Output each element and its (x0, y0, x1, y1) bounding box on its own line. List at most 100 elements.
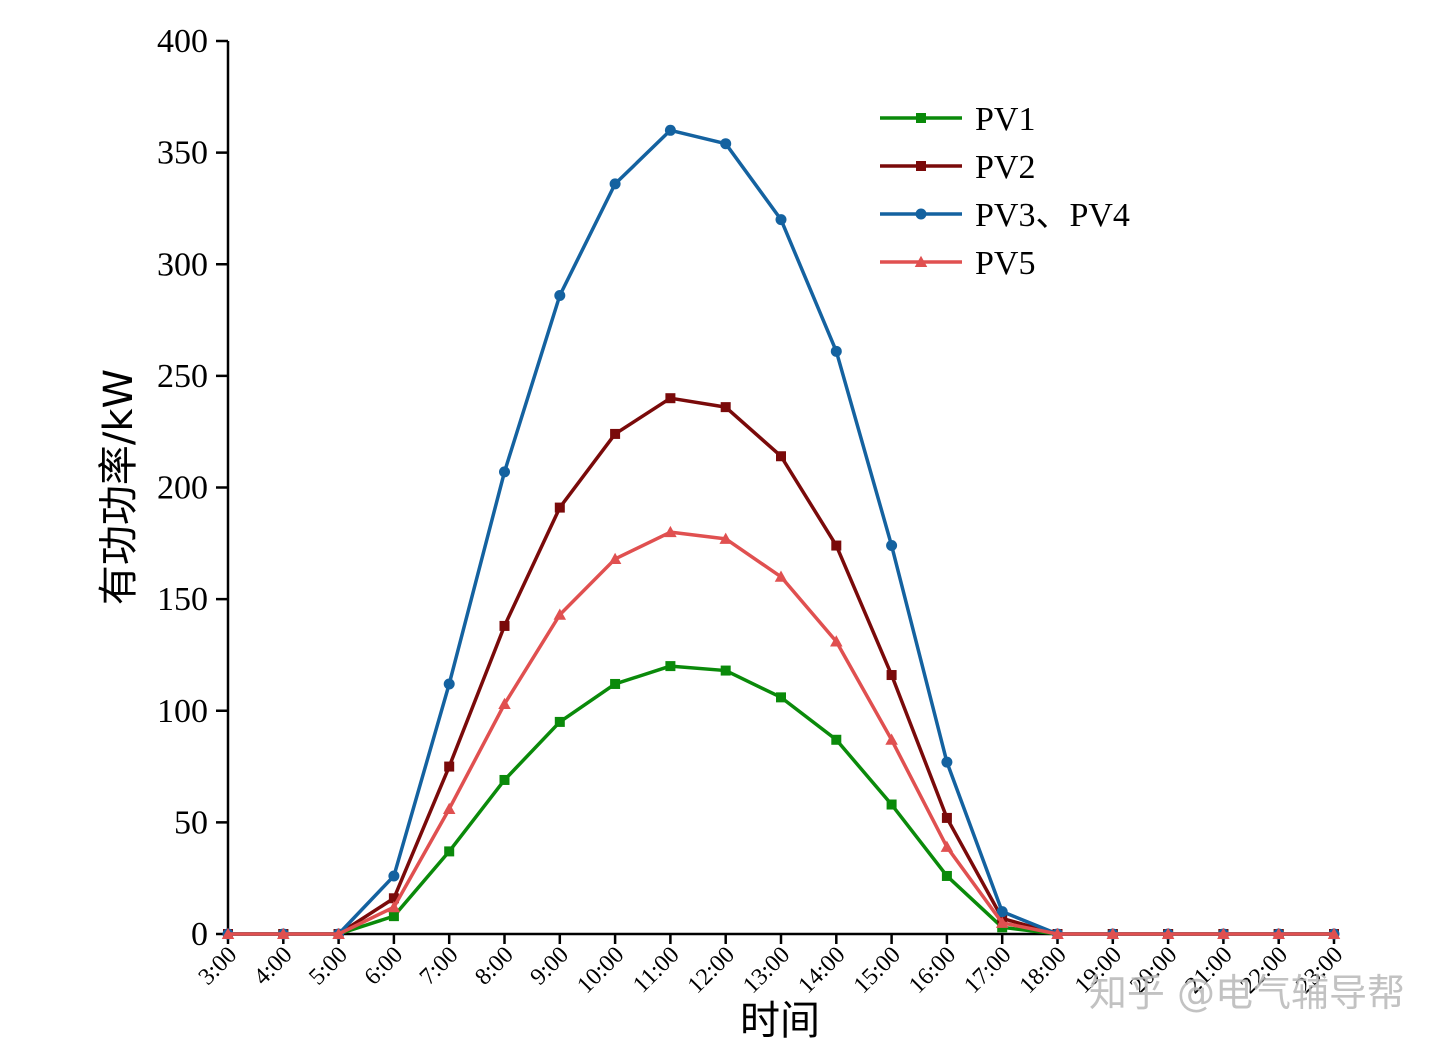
x-tick-label: 13:00 (738, 942, 795, 999)
data-point (720, 402, 731, 413)
legend-label: PV1 (975, 101, 1035, 138)
data-point (719, 532, 732, 544)
y-tick-label: 350 (157, 135, 208, 172)
data-point (554, 716, 565, 727)
data-point (914, 255, 928, 267)
x-tick-label: 9:00 (525, 942, 574, 991)
x-tick-label: 18:00 (1015, 942, 1072, 999)
x-tick-label: 10:00 (572, 942, 629, 999)
data-point (610, 428, 621, 439)
data-point (1272, 927, 1285, 939)
y-tick-label: 300 (157, 246, 208, 283)
data-point (609, 178, 621, 190)
data-point (1327, 927, 1341, 939)
y-tick-label: 150 (157, 581, 208, 618)
data-point (554, 502, 565, 513)
data-point (774, 570, 788, 582)
data-point (776, 692, 786, 703)
legend-label: PV5 (975, 245, 1035, 282)
data-point (886, 540, 898, 552)
data-point (831, 540, 842, 551)
data-point (388, 911, 399, 922)
data-point (885, 733, 898, 745)
data-point (664, 525, 677, 538)
data-point (664, 124, 676, 136)
data-point (499, 466, 510, 478)
x-tick-label: 14:00 (793, 942, 850, 999)
series-PV2 (223, 393, 1339, 939)
series-PV3、PV4 (222, 124, 1340, 940)
legend-item: PV2 (880, 149, 1035, 186)
data-point (720, 138, 732, 150)
data-point (915, 208, 927, 220)
x-tick-label: 17:00 (959, 942, 1016, 999)
series-line (228, 396, 1334, 936)
data-point (444, 761, 455, 772)
data-point (830, 635, 843, 647)
legend-item: PV1 (880, 101, 1035, 138)
x-tick-label: 11:00 (628, 942, 684, 998)
data-point (499, 774, 510, 785)
x-tick-label: 4:00 (249, 942, 298, 991)
y-tick-label: 50 (174, 804, 208, 841)
data-point (1217, 927, 1230, 939)
data-point (941, 870, 952, 881)
data-point (442, 802, 456, 814)
legend-item: PV5 (880, 245, 1035, 282)
data-point (499, 620, 510, 631)
data-point (610, 678, 621, 689)
legend: PV1 PV2 PV3、PV4 PV5 (880, 101, 1130, 282)
y-tick-label: 400 (157, 23, 208, 60)
data-point (886, 799, 897, 810)
legend-label: PV2 (975, 149, 1035, 186)
data-point (886, 670, 897, 681)
data-point (332, 927, 345, 939)
data-point (665, 393, 676, 404)
data-point (1161, 927, 1175, 939)
data-point (388, 870, 400, 882)
data-point (1051, 927, 1064, 939)
data-point (498, 697, 511, 710)
data-point (775, 214, 787, 226)
data-point (776, 451, 786, 462)
data-point (444, 846, 455, 857)
data-point (443, 678, 455, 690)
data-point (277, 927, 290, 939)
y-tick-label: 100 (157, 693, 208, 730)
series-line (228, 128, 1334, 936)
data-point (1106, 927, 1120, 939)
legend-item: PV3、PV4 (880, 197, 1130, 234)
data-point (941, 756, 953, 768)
legend-label: PV3、PV4 (975, 197, 1130, 234)
x-axis-title: 时间 (740, 998, 820, 1044)
x-tick-label: 5:00 (304, 942, 353, 991)
y-tick-label: 250 (157, 358, 208, 395)
x-tick-label: 6:00 (360, 942, 409, 991)
series-PV5 (221, 525, 1341, 939)
data-point (940, 840, 954, 852)
watermark: 知乎 @电气辅导帮 (1089, 971, 1405, 1015)
data-point (831, 734, 842, 745)
data-point (916, 113, 926, 123)
data-point (608, 552, 622, 564)
data-point (387, 900, 401, 913)
x-tick-label: 15:00 (849, 942, 906, 999)
data-point (995, 916, 1009, 928)
x-tick-label: 12:00 (683, 942, 740, 999)
y-axis-title: 有功功率/kW (96, 369, 142, 605)
series-layer (221, 124, 1341, 940)
y-tick-label: 0 (191, 916, 208, 953)
data-point (916, 161, 926, 171)
data-point (830, 345, 842, 357)
data-point (941, 812, 952, 823)
x-tick-label: 8:00 (470, 942, 519, 991)
data-point (388, 893, 399, 904)
x-tick-label: 7:00 (415, 942, 464, 991)
x-tick-label: 16:00 (904, 942, 961, 999)
y-tick-label: 200 (157, 470, 208, 507)
data-point (553, 608, 567, 620)
data-point (221, 927, 235, 939)
data-point (720, 665, 731, 676)
